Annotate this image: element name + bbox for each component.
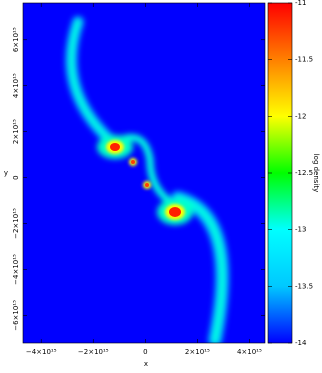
y-tick-label: 6×10¹⁵	[12, 27, 20, 52]
colorbar-tick-label: -13	[295, 226, 306, 234]
y-tick-label: 0	[12, 175, 20, 179]
plot-frame	[22, 2, 266, 344]
density-image	[65, 16, 230, 343]
colorbar-tick-label: -12.5	[295, 169, 313, 177]
x-tick-label: 2×10¹⁵	[185, 348, 210, 356]
x-tick-label: 0	[143, 348, 147, 356]
colorbar-tick-label: -11.5	[295, 56, 313, 64]
colorbar-tick-label: -13.5	[295, 282, 313, 290]
colorbar-label: log density	[312, 154, 320, 193]
y-tick-label: −4×10¹⁵	[12, 254, 20, 285]
x-tick-label: −4×10¹⁵	[26, 348, 57, 356]
colorbar-tick-label: -12	[295, 112, 306, 120]
colorbar-tick-label: -11	[295, 0, 306, 7]
y-tick-label: 2×10¹⁵	[12, 119, 20, 144]
y-tick-label: 4×10¹⁵	[12, 73, 20, 98]
x-tick-label: 4×10¹⁵	[237, 348, 262, 356]
y-axis-label: y	[4, 169, 8, 177]
plot-area	[23, 3, 265, 343]
x-axis-label: x	[144, 360, 148, 368]
x-tick-label: −2×10¹⁵	[78, 348, 109, 356]
colorbar-tick-label: -14	[295, 339, 307, 347]
y-tick-label: −6×10¹⁵	[12, 300, 20, 331]
y-tick-label: −2×10¹⁵	[12, 208, 20, 239]
